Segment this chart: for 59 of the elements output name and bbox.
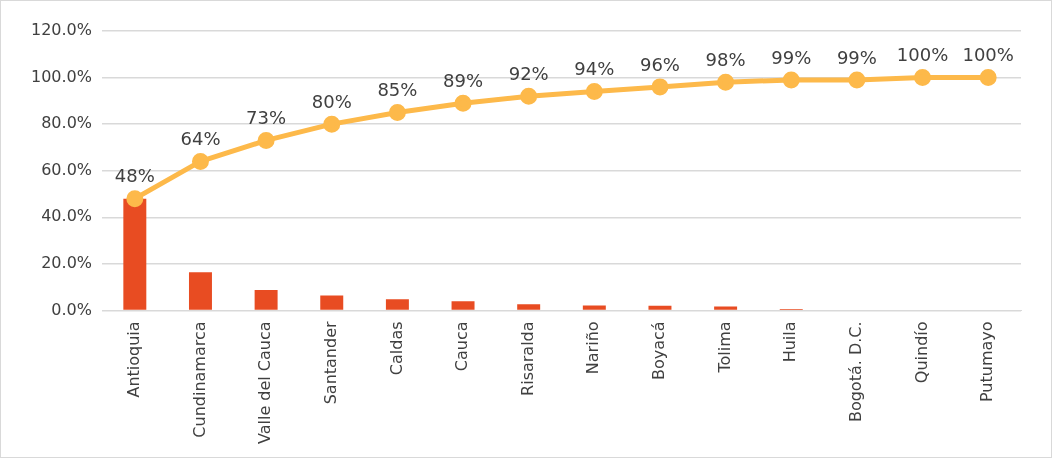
data-label: 99% <box>771 46 812 68</box>
bar <box>385 299 409 310</box>
point <box>454 94 472 112</box>
bar <box>254 289 278 310</box>
y-tick-label: 0.0% <box>51 299 93 319</box>
data-label: 48% <box>114 165 155 187</box>
point <box>979 69 997 87</box>
point <box>126 190 144 208</box>
x-tick-label: Huila <box>780 321 800 363</box>
bar <box>320 295 344 310</box>
bar <box>451 301 475 310</box>
x-tick-label: Antioquia <box>123 321 143 398</box>
x-tick-label: Bogotá. D.C. <box>846 321 866 423</box>
point <box>717 73 735 91</box>
x-tick-label: Cundinamarca <box>189 321 209 438</box>
y-tick-label: 20.0% <box>41 253 93 273</box>
point <box>914 69 932 87</box>
data-label: 99% <box>836 46 877 68</box>
point <box>388 104 406 121</box>
x-tick-label: Nariño <box>583 321 603 375</box>
bar <box>648 305 672 310</box>
point <box>782 71 800 89</box>
y-tick-label: 120.0% <box>30 20 93 40</box>
data-label: 98% <box>705 48 746 70</box>
data-label: 96% <box>639 53 680 75</box>
point <box>323 115 341 133</box>
x-tick-label: Risaralda <box>517 321 537 396</box>
x-tick-label: Cauca <box>452 321 472 372</box>
bar <box>123 198 147 310</box>
x-tick-label: Putumayo <box>977 321 997 402</box>
data-label: 100% <box>896 44 949 66</box>
point <box>257 131 275 149</box>
x-tick-label: Valle del Cauca <box>255 321 275 444</box>
x-tick-label: Caldas <box>386 321 406 376</box>
data-label: 94% <box>574 58 615 80</box>
bar <box>714 306 738 310</box>
point <box>848 71 866 89</box>
x-tick-label: Santander <box>320 321 340 405</box>
point <box>191 152 209 170</box>
y-tick-label: 80.0% <box>41 113 93 133</box>
y-tick-label: 60.0% <box>41 159 93 179</box>
point <box>651 78 669 96</box>
point <box>585 83 603 101</box>
x-tick-label: Tolima <box>714 321 734 374</box>
data-label: 85% <box>377 79 418 101</box>
bar <box>517 304 541 310</box>
x-tick-label: Boyacá <box>649 321 669 381</box>
data-label: 100% <box>962 44 1014 66</box>
bar <box>582 305 606 310</box>
data-label: 80% <box>311 90 352 112</box>
y-tick-label: 100.0% <box>30 66 93 86</box>
data-label: 92% <box>508 62 549 84</box>
data-label: 73% <box>246 107 287 129</box>
y-tick-label: 40.0% <box>41 206 93 226</box>
data-label: 64% <box>180 128 221 150</box>
bar <box>188 272 212 310</box>
point <box>520 87 538 105</box>
data-label: 89% <box>443 69 484 91</box>
x-tick-label: Quindío <box>911 321 931 384</box>
